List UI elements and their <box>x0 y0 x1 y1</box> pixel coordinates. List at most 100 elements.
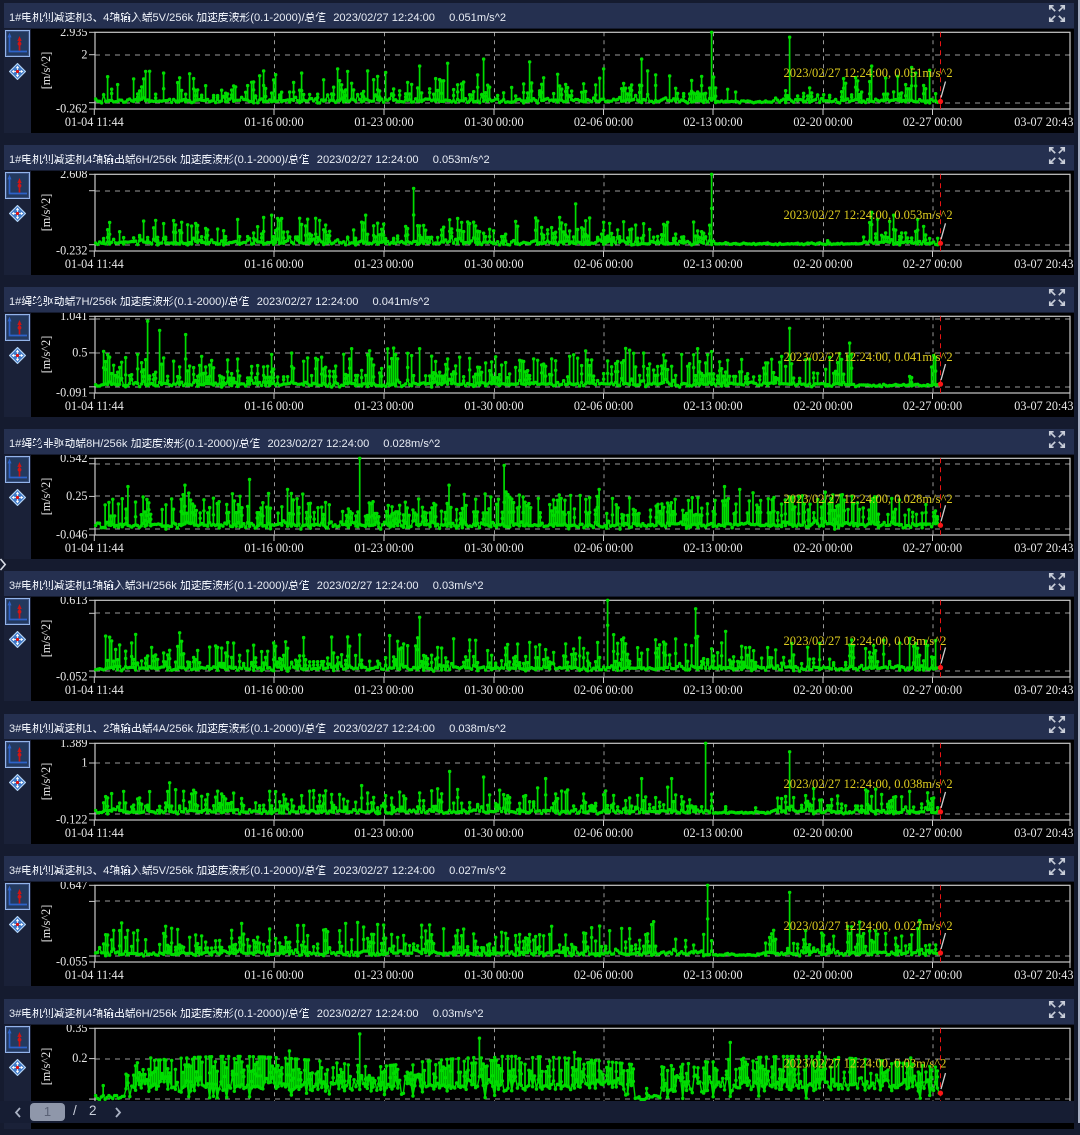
svg-text:01-16 00:00: 01-16 00:00 <box>244 541 303 555</box>
svg-text:01-23 00:00: 01-23 00:00 <box>354 541 413 555</box>
svg-text:5V/256k: 5V/256k <box>153 12 197 24</box>
svg-text:-0.052: -0.052 <box>56 669 87 683</box>
svg-text:02-27 00:00: 02-27 00:00 <box>903 399 962 413</box>
svg-text:4: 4 <box>103 865 109 877</box>
svg-text:-0.091: -0.091 <box>56 385 87 399</box>
svg-text:01-23 00:00: 01-23 00:00 <box>354 826 413 840</box>
svg-text:2023/02/27 12:24:00: 2023/02/27 12:24:00 <box>257 296 359 308</box>
svg-text:[m/s^2]: [m/s^2] <box>39 51 53 89</box>
svg-text:03-07 20:43: 03-07 20:43 <box>1014 968 1073 982</box>
svg-text:01-04 11:44: 01-04 11:44 <box>65 683 124 697</box>
svg-text:0.051m/s^2: 0.051m/s^2 <box>449 12 506 24</box>
svg-text:0.053m/s^2: 0.053m/s^2 <box>433 154 490 166</box>
svg-text:7H/256k: 7H/256k <box>75 296 119 308</box>
svg-text:(0.1-2000)/: (0.1-2000)/ <box>234 154 289 166</box>
svg-text:0.028m/s^2: 0.028m/s^2 <box>383 438 440 450</box>
svg-text:1: 1 <box>86 723 92 735</box>
svg-text:(0.1-2000)/: (0.1-2000)/ <box>250 12 305 24</box>
svg-text:2.608: 2.608 <box>60 171 87 181</box>
svg-text:02-27 00:00: 02-27 00:00 <box>903 826 962 840</box>
svg-text:2023/02/27 12:24:00: 2023/02/27 12:24:00 <box>333 723 435 735</box>
svg-text:02-13 00:00: 02-13 00:00 <box>683 541 742 555</box>
svg-text:02-06 00:00: 02-06 00:00 <box>574 257 633 271</box>
svg-text:4: 4 <box>103 12 109 24</box>
svg-text:3#: 3# <box>9 723 22 735</box>
svg-text:2: 2 <box>103 723 109 735</box>
svg-text:(0.1-2000)/: (0.1-2000)/ <box>250 723 305 735</box>
svg-text:02-06 00:00: 02-06 00:00 <box>574 541 633 555</box>
svg-text:(0.1-2000)/: (0.1-2000)/ <box>174 296 229 308</box>
svg-text:01-04 11:44: 01-04 11:44 <box>65 115 124 129</box>
svg-text:4: 4 <box>86 154 92 166</box>
svg-text:02-27 00:00: 02-27 00:00 <box>903 541 962 555</box>
svg-text:4A/256k: 4A/256k <box>153 723 197 735</box>
svg-text:02-27 00:00: 02-27 00:00 <box>903 968 962 982</box>
svg-text:5V/256k: 5V/256k <box>153 865 197 877</box>
svg-text:3: 3 <box>86 865 92 877</box>
svg-text:[m/s^2]: [m/s^2] <box>39 762 53 800</box>
svg-text:02-20 00:00: 02-20 00:00 <box>793 826 852 840</box>
svg-text:01-16 00:00: 01-16 00:00 <box>244 826 303 840</box>
svg-text:3#: 3# <box>9 580 22 592</box>
svg-text:01-04 11:44: 01-04 11:44 <box>65 968 124 982</box>
svg-text:02-06 00:00: 02-06 00:00 <box>574 968 633 982</box>
svg-text:0.03m/s^2: 0.03m/s^2 <box>433 580 484 592</box>
svg-text:2023/02/27 12:24:00: 2023/02/27 12:24:00 <box>268 438 370 450</box>
svg-text:02-06 00:00: 02-06 00:00 <box>574 115 633 129</box>
svg-text:0.35: 0.35 <box>66 1025 87 1035</box>
svg-text:02-27 00:00: 02-27 00:00 <box>903 115 962 129</box>
svg-text:01-16 00:00: 01-16 00:00 <box>244 257 303 271</box>
svg-text:02-20 00:00: 02-20 00:00 <box>793 968 852 982</box>
svg-text:01-23 00:00: 01-23 00:00 <box>354 115 413 129</box>
svg-text:(0.1-2000)/: (0.1-2000)/ <box>234 580 289 592</box>
svg-text:3#: 3# <box>9 865 22 877</box>
svg-text:01-23 00:00: 01-23 00:00 <box>354 257 413 271</box>
svg-text:01-04 11:44: 01-04 11:44 <box>65 826 124 840</box>
svg-text:[m/s^2]: [m/s^2] <box>39 1047 53 1085</box>
svg-text:1: 1 <box>86 580 92 592</box>
svg-text:0.5: 0.5 <box>72 345 87 359</box>
svg-text:[m/s^2]: [m/s^2] <box>39 335 53 373</box>
svg-text:6H/256k: 6H/256k <box>136 1008 180 1020</box>
svg-text:01-30 00:00: 01-30 00:00 <box>464 115 523 129</box>
svg-text:4: 4 <box>86 1008 92 1020</box>
svg-text:2023/02/27 12:24:00, 0.051m/s^: 2023/02/27 12:24:00, 0.051m/s^2 <box>784 66 953 80</box>
svg-text:3: 3 <box>86 12 92 24</box>
svg-text:0.647: 0.647 <box>60 882 87 892</box>
svg-text:3#: 3# <box>9 1008 22 1020</box>
svg-text:2023/02/27 12:24:00, 0.028m/s^: 2023/02/27 12:24:00, 0.028m/s^2 <box>784 492 953 506</box>
svg-text:-0.232: -0.232 <box>56 243 87 257</box>
svg-text:0.2: 0.2 <box>72 1051 87 1065</box>
svg-text:2023/02/27 12:24:00: 2023/02/27 12:24:00 <box>317 580 419 592</box>
svg-text:02-20 00:00: 02-20 00:00 <box>793 115 852 129</box>
svg-text:2023/02/27 12:24:00: 2023/02/27 12:24:00 <box>333 12 435 24</box>
svg-text:6H/256k: 6H/256k <box>136 154 180 166</box>
svg-text:02-13 00:00: 02-13 00:00 <box>683 399 742 413</box>
svg-text:02-06 00:00: 02-06 00:00 <box>574 826 633 840</box>
svg-text:2023/02/27 12:24:00, 0.027m/s^: 2023/02/27 12:24:00, 0.027m/s^2 <box>784 919 953 933</box>
svg-text:01-30 00:00: 01-30 00:00 <box>464 683 523 697</box>
svg-text:(0.1-2000)/: (0.1-2000)/ <box>185 438 240 450</box>
svg-text:2: 2 <box>81 47 87 61</box>
svg-text:02-13 00:00: 02-13 00:00 <box>683 826 742 840</box>
svg-text:03-07 20:43: 03-07 20:43 <box>1014 399 1073 413</box>
svg-text:0.613: 0.613 <box>60 597 87 607</box>
svg-text:2023/02/27 12:24:00, 0.03m/s^2: 2023/02/27 12:24:00, 0.03m/s^2 <box>784 634 947 648</box>
svg-text:02-06 00:00: 02-06 00:00 <box>574 683 633 697</box>
svg-text:01-30 00:00: 01-30 00:00 <box>464 399 523 413</box>
svg-text:0.041m/s^2: 0.041m/s^2 <box>373 296 430 308</box>
svg-text:[m/s^2]: [m/s^2] <box>39 193 53 231</box>
svg-text:02-20 00:00: 02-20 00:00 <box>793 541 852 555</box>
svg-text:01-23 00:00: 01-23 00:00 <box>354 399 413 413</box>
svg-text:01-04 11:44: 01-04 11:44 <box>65 399 124 413</box>
svg-text:1#: 1# <box>9 438 22 450</box>
svg-text:03-07 20:43: 03-07 20:43 <box>1014 826 1073 840</box>
svg-text:01-30 00:00: 01-30 00:00 <box>464 826 523 840</box>
svg-text:0.25: 0.25 <box>66 489 87 503</box>
svg-text:2023/02/27 12:24:00, 0.03m/s^2: 2023/02/27 12:24:00, 0.03m/s^2 <box>784 1056 947 1070</box>
svg-text:02-20 00:00: 02-20 00:00 <box>793 257 852 271</box>
svg-text:03-07 20:43: 03-07 20:43 <box>1014 541 1073 555</box>
svg-text:-0.055: -0.055 <box>56 954 87 968</box>
svg-text:03-07 20:43: 03-07 20:43 <box>1014 115 1073 129</box>
svg-text:01-23 00:00: 01-23 00:00 <box>354 683 413 697</box>
